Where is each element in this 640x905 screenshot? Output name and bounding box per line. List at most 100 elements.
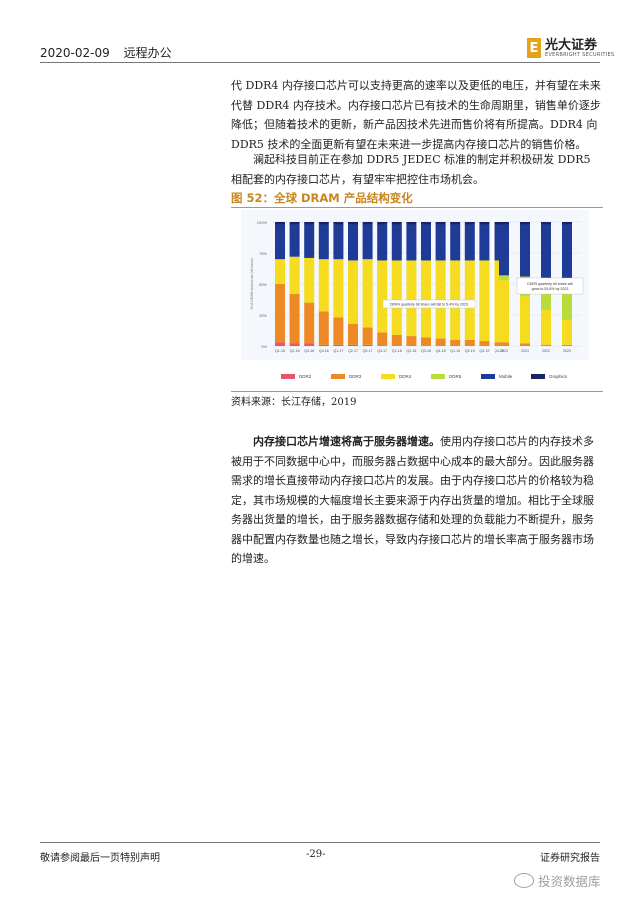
bar-segment-ddr2 [275,342,285,346]
x-tick-label: Q3-18 [421,349,431,353]
report-date: 2020-02-09 [40,46,110,60]
legend-swatch-ddr5 [431,374,445,379]
bar-segment-mobile [391,224,402,261]
bar-segment-ddr3 [362,327,373,345]
bar-segment-ddr4 [435,260,446,339]
bar-segment-ddr3 [464,339,475,346]
y-axis-label: % of DRAM shipments (bit basis) [250,258,254,309]
x-tick-label: Q2-17 [348,349,358,353]
bar-segment-ddr3 [318,311,329,345]
bar-segment-graphics [289,222,300,225]
y-tick-label: 100% [257,220,268,225]
x-tick-label: Q2-19 [465,349,475,353]
x-tick-label: Q1-17 [333,349,343,353]
bar-segment-graphics [391,222,402,225]
bar-segment-ddr4 [318,259,329,312]
bar-segment-ddr4 [348,260,358,324]
bar-segment-ddr3 [520,343,530,346]
bar-segment-graphics [421,222,431,225]
bar-segment-ddr4 [362,259,373,328]
bar-segment-ddr3 [435,338,446,346]
bar-segment-mobile [348,224,358,261]
y-tick-label: 25% [259,313,267,318]
bar-segment-mobile [541,224,551,278]
footer-page-number: -29- [306,849,326,860]
annotation-box-ddr5 [516,277,584,295]
logo-mark-icon: E [527,38,541,58]
bar-segment-ddr3 [289,293,300,344]
bar-segment-ddr4 [391,260,402,335]
bar-segment-ddr2 [318,344,329,346]
y-tick-label: 0% [261,344,267,349]
bar-segment-graphics [318,222,329,225]
bar-segment-mobile [421,224,431,261]
bar-segment-graphics [479,222,490,225]
bar-segment-ddr4 [479,260,490,342]
bar-segment-ddr5 [562,279,572,320]
bar-segment-ddr3 [348,323,358,345]
x-tick-label: Q3-19 [479,349,489,353]
bar-segment-ddr4 [499,280,509,343]
bar-segment-mobile [289,224,300,257]
logo-name: 光大证券 [545,37,598,53]
figure-bottom-rule [231,391,603,392]
bar-segment-ddr3 [406,336,417,346]
legend-swatch-ddr2 [281,374,295,379]
footer-report-type: 证券研究报告 [540,853,600,864]
bar-segment-ddr4 [562,319,572,345]
legend-label-mobile: Mobile [499,374,513,379]
legend-swatch-mobile [481,374,495,379]
annotation-ddr5: DDR5 quarterly bit share will grow to 53.… [527,282,573,291]
footer-rule [40,842,600,843]
bar-segment-ddr4 [289,256,300,294]
figure-top-rule [231,207,603,208]
bar-segment-graphics [541,222,551,225]
bar-segment-mobile [520,224,530,277]
bar-segment-mobile [304,224,315,258]
bar-segment-ddr4 [333,259,344,318]
x-tick-label: Q4-17 [377,349,387,353]
bar-segment-ddr2 [362,344,373,346]
bar-segment-ddr3 [391,334,402,346]
bar-segment-ddr2 [333,344,344,346]
bar-segment-mobile [450,224,461,261]
bar-segment-graphics [377,222,388,225]
bar-segment-ddr3 [541,344,551,346]
x-tick-label: 2023 [563,349,571,353]
header: 2020-02-09 远程办公 [40,44,182,61]
y-tick-label: 50% [259,282,267,287]
x-tick-label: 2021 [521,349,529,353]
paragraph-3-text: 使用内存接口芯片的内存技术多被用于不同数据中心中，而服务器占数据中心成本的最大部… [231,435,594,565]
report-tag: 远程办公 [123,46,172,60]
x-tick-label: Q2-16 [290,349,300,353]
bar-segment-ddr4 [406,260,417,337]
x-tick-label: Q1-16 [275,349,285,353]
x-tick-label: Q1-18 [392,349,402,353]
bar-segment-mobile [406,224,417,261]
bar-segment-mobile [464,224,475,261]
bar-segment-ddr5 [499,275,509,281]
x-tick-label: Q2-18 [406,349,416,353]
annotation-ddr4: DDR4 quarterly bit share will fall to 5.… [390,303,468,307]
bar-segment-mobile [562,224,572,280]
annotation-box-ddr4 [382,299,476,309]
bar-segment-ddr2 [348,344,358,346]
bar-segment-mobile [435,224,446,261]
bar-segment-ddr3 [304,302,315,344]
bar-segment-graphics [435,222,446,225]
bar-segment-ddr2 [304,343,315,346]
bar-segment-graphics [333,222,344,225]
x-tick-label: Q4-18 [436,349,446,353]
bar-segment-ddr3 [333,317,344,345]
legend-label-ddr5: DDR5 [449,374,462,379]
figure-source: 资料来源：长江存储，2019 [231,397,357,408]
bar-segment-ddr3 [562,344,572,346]
bar-segment-ddr3 [421,337,431,346]
bar-segment-graphics [499,222,509,225]
x-tick-label: Q3-17 [363,349,373,353]
bar-segment-ddr3 [450,339,461,346]
bar-segment-ddr3 [479,341,490,346]
bar-segment-mobile [377,224,388,261]
bar-segment-graphics [304,222,315,225]
watermark-text: 投资数据库 [538,874,601,889]
